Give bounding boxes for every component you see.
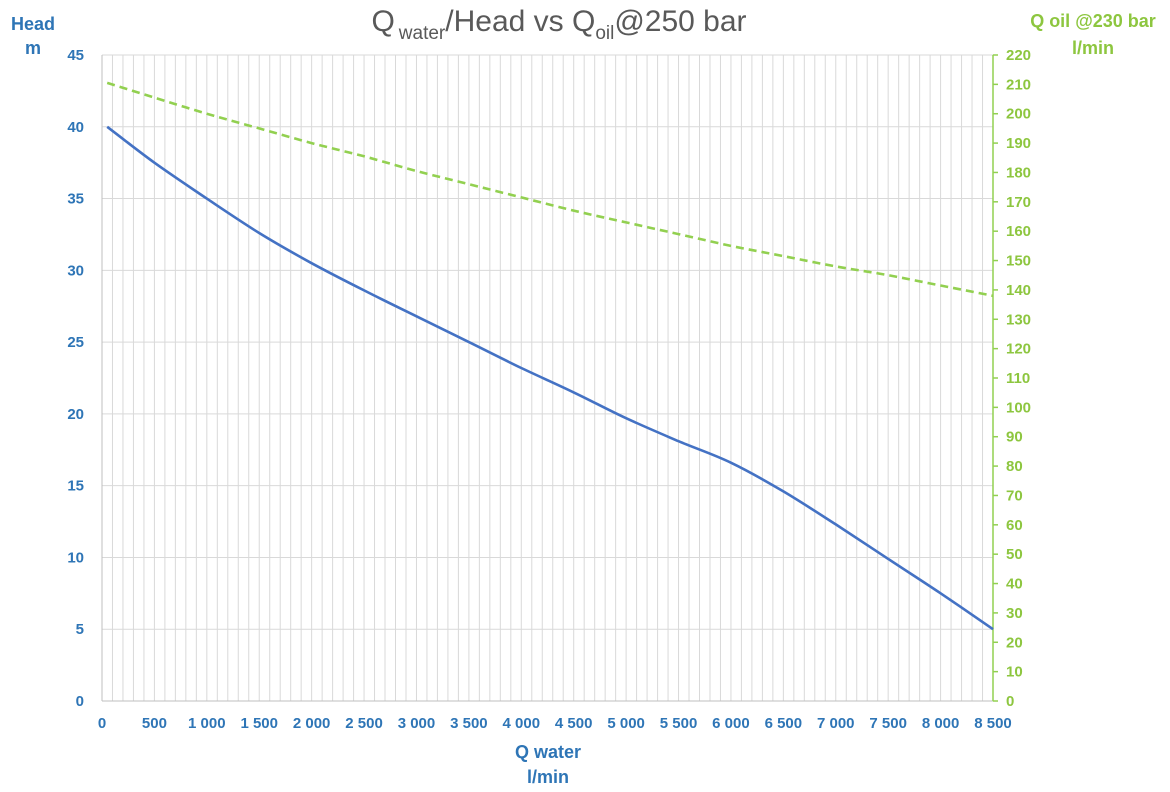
- left-tick-label: 35: [67, 191, 84, 208]
- right-tick-label: 40: [1006, 576, 1023, 593]
- x-tick-label: 6 500: [765, 715, 803, 732]
- right-tick-label: 90: [1006, 429, 1023, 446]
- left-tick-label: 20: [67, 406, 84, 423]
- right-tick-label: 170: [1006, 194, 1031, 211]
- right-tick-label: 180: [1006, 164, 1031, 181]
- left-tick-label: 30: [67, 262, 84, 279]
- right-tick-label: 0: [1006, 693, 1014, 710]
- right-tick-label: 20: [1006, 634, 1023, 651]
- left-axis-title-line1: Head: [11, 14, 55, 34]
- x-tick-label: 4 000: [503, 715, 541, 732]
- left-tick-label: 15: [67, 478, 84, 495]
- series: [106, 81, 994, 631]
- right-axis-title-line2: l/min: [1072, 38, 1114, 58]
- right-tick-label: 70: [1006, 487, 1023, 504]
- chart-title-tail: @250 bar: [614, 5, 746, 38]
- right-tick-label: 50: [1006, 546, 1023, 563]
- x-tick-label: 5 000: [607, 715, 645, 732]
- series-line-oil: [106, 81, 994, 298]
- x-tick-label: 8 000: [922, 715, 960, 732]
- x-tick-label: 5 500: [660, 715, 698, 732]
- axes: [101, 54, 998, 702]
- left-tick-label: 0: [76, 693, 84, 710]
- x-tick-label: 7 000: [817, 715, 855, 732]
- right-tick-label: 130: [1006, 311, 1031, 328]
- x-tick-label: 2 000: [293, 715, 331, 732]
- x-tick-label: 1 000: [188, 715, 226, 732]
- tick-labels: 0 5 10 15 20 25 30 35 40 45 0 10 20 30 40 50 60 70 80 90 100…: [67, 47, 1031, 732]
- left-tick-label: 10: [67, 549, 84, 566]
- x-tick-label: 6 000: [712, 715, 750, 732]
- chart-title-q1: Q: [371, 5, 394, 38]
- right-tick-label: 140: [1006, 282, 1031, 299]
- left-tick-label: 5: [76, 621, 84, 638]
- x-tick-label: 500: [142, 715, 167, 732]
- chart-title-sub1: water: [398, 23, 446, 44]
- left-tick-label: 45: [67, 47, 84, 64]
- right-tick-label: 150: [1006, 253, 1031, 270]
- x-tick-label: 3 500: [450, 715, 488, 732]
- right-tick-label: 160: [1006, 223, 1031, 240]
- left-tick-label: 40: [67, 119, 84, 136]
- right-tick-label: 220: [1006, 47, 1031, 64]
- right-tick-label: 110: [1006, 370, 1030, 387]
- x-tick-label: 7 500: [869, 715, 907, 732]
- right-tick-label: 100: [1006, 399, 1031, 416]
- x-tick-label: 4 500: [555, 715, 593, 732]
- left-axis-title-line2: m: [25, 38, 41, 58]
- right-tick-label: 210: [1006, 76, 1031, 93]
- right-tick-label: 190: [1006, 135, 1031, 152]
- right-tick-label: 120: [1006, 341, 1031, 358]
- chart-title-sub2: oil: [595, 23, 614, 44]
- grid: [102, 54, 993, 701]
- x-tick-label: 2 500: [345, 715, 383, 732]
- series-line-head: [106, 125, 994, 631]
- right-tick-label: 60: [1006, 517, 1023, 534]
- x-axis-title-line2: l/min: [527, 767, 569, 787]
- right-tick-label: 200: [1006, 106, 1031, 123]
- right-axis-title-line1: Q oil @230 bar: [1030, 11, 1156, 31]
- x-tick-label: 1 500: [240, 715, 278, 732]
- x-axis-title-line1: Q water: [515, 742, 581, 762]
- x-tick-label: 0: [98, 715, 106, 732]
- right-tick-label: 80: [1006, 458, 1023, 475]
- right-tick-label: 30: [1006, 605, 1023, 622]
- right-tick-label: 10: [1006, 664, 1023, 681]
- chart-title-mid: /Head vs Q: [445, 5, 595, 38]
- left-tick-label: 25: [67, 334, 84, 351]
- x-tick-label: 8 500: [974, 715, 1012, 732]
- x-tick-label: 3 000: [398, 715, 436, 732]
